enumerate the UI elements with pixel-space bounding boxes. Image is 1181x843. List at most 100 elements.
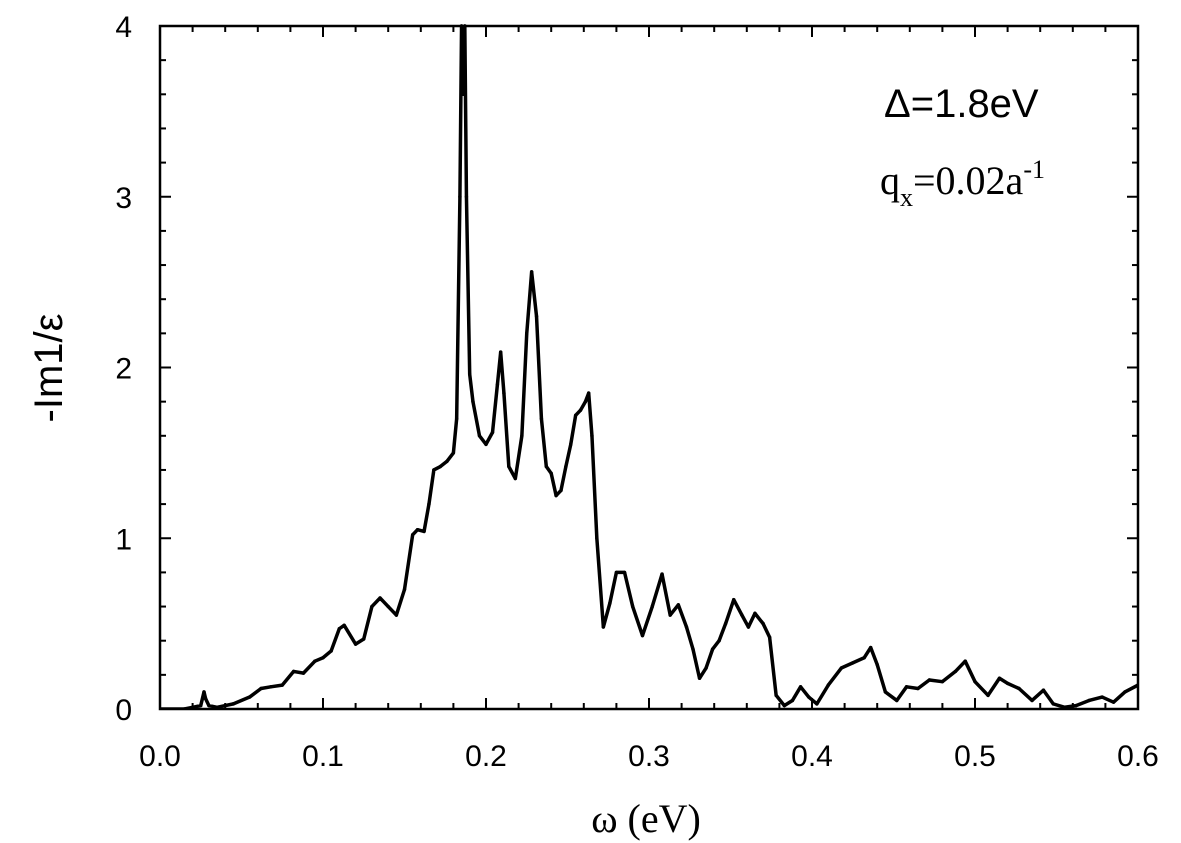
data-point — [464, 195, 469, 199]
x-tick-label: 0.1 — [302, 740, 344, 773]
x-tick-label: 0.5 — [954, 740, 996, 773]
data-point — [732, 598, 736, 602]
data-point — [321, 656, 325, 660]
data-point — [534, 314, 539, 318]
data-point — [564, 464, 568, 469]
data-point — [458, 195, 462, 199]
data-point — [259, 686, 263, 691]
data-point — [963, 659, 967, 663]
data-point — [839, 666, 844, 670]
data-point — [190, 705, 195, 709]
data-point — [427, 502, 431, 506]
data-point — [997, 676, 1002, 680]
data-point — [378, 596, 382, 600]
data-point — [160, 707, 162, 709]
data-point — [1136, 683, 1138, 687]
data-point — [329, 649, 333, 653]
data-point — [215, 705, 219, 709]
data-point — [697, 676, 702, 680]
data-point — [199, 703, 203, 708]
data-point — [231, 702, 236, 706]
delta-annotation: Δ=1.8eV — [884, 82, 1039, 126]
axis-ticks — [159, 25, 1139, 710]
data-point — [207, 703, 211, 708]
data-point — [461, 92, 465, 97]
y-axis-title: -Im1/ε — [27, 313, 71, 422]
data-point — [815, 702, 819, 706]
data-point — [203, 697, 208, 701]
data-point — [490, 430, 495, 435]
y-tick-label: 4 — [115, 11, 132, 44]
data-point — [559, 488, 563, 493]
data-point — [477, 434, 482, 438]
data-point — [595, 536, 599, 540]
data-point — [1111, 700, 1116, 704]
plot-frame — [158, 24, 1140, 711]
data-point — [851, 661, 855, 665]
data-point — [301, 671, 306, 675]
data-point — [927, 678, 932, 682]
data-point — [767, 635, 772, 639]
data-point — [182, 707, 187, 709]
data-point — [904, 685, 909, 689]
data-point — [717, 639, 721, 643]
data-point — [660, 572, 664, 576]
data-point — [342, 623, 346, 628]
data-point — [895, 698, 899, 703]
data-point — [614, 570, 619, 575]
data-point — [676, 603, 681, 607]
q-subscript: x — [900, 183, 913, 212]
data-point — [370, 604, 374, 609]
data-point — [498, 350, 503, 354]
data-point — [415, 528, 420, 532]
data-point — [313, 659, 317, 663]
data-point — [746, 625, 751, 629]
data-point — [608, 601, 612, 605]
data-point — [445, 459, 449, 464]
data-point — [1041, 688, 1046, 692]
data-point — [432, 468, 436, 472]
data-point — [740, 613, 744, 617]
data-point — [753, 611, 757, 616]
data-point — [684, 625, 689, 629]
data-point — [1074, 703, 1078, 708]
x-axis-title: ω (eV) — [591, 796, 701, 841]
data-point — [507, 464, 511, 469]
data-point — [691, 647, 695, 651]
data-point — [916, 686, 920, 691]
data-point — [578, 408, 583, 412]
data-point — [362, 637, 366, 641]
y-tick-label: 2 — [115, 353, 132, 386]
data-point — [875, 662, 879, 667]
data-point — [247, 695, 252, 699]
data-point — [495, 382, 500, 387]
y-tick-label: 3 — [115, 182, 132, 215]
data-point — [883, 690, 888, 694]
data-point — [761, 621, 765, 626]
data-point — [549, 471, 553, 476]
data-point — [710, 647, 715, 651]
plot-border — [158, 24, 1140, 711]
series-layer — [160, 24, 1138, 709]
data-point — [280, 683, 284, 687]
data-point — [1062, 705, 1067, 709]
series-line — [160, 24, 1138, 709]
x-tick-label: 0.2 — [465, 740, 507, 773]
data-point — [513, 476, 518, 481]
q-superscript: -1 — [1023, 155, 1045, 184]
data-point — [1051, 702, 1055, 706]
data-point — [590, 434, 594, 438]
data-point — [291, 669, 296, 674]
data-point — [868, 645, 873, 650]
data-point — [402, 587, 407, 592]
data-point — [573, 413, 578, 418]
data-point — [1100, 695, 1104, 699]
data-point — [790, 698, 795, 703]
data-point — [798, 685, 803, 689]
data-point — [502, 391, 506, 395]
data-point — [1030, 698, 1034, 703]
data-point — [1017, 686, 1021, 691]
data-point — [973, 679, 977, 684]
data-point — [554, 493, 558, 498]
data-point — [539, 417, 544, 421]
